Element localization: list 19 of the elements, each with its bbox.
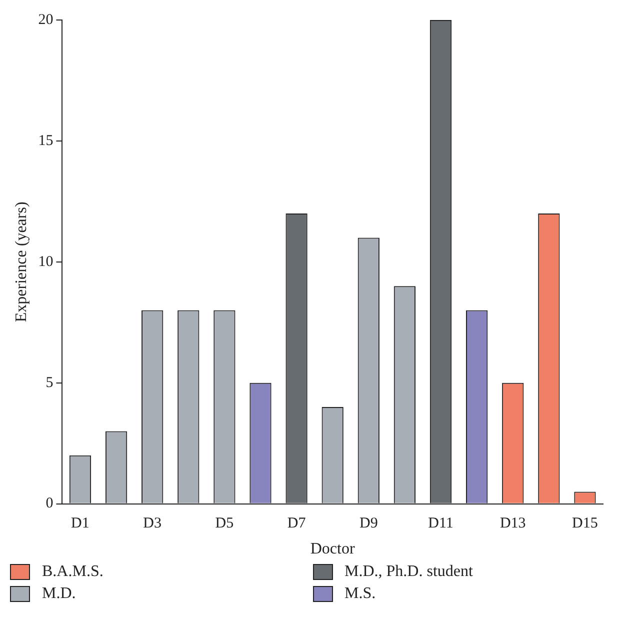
x-tick-label: D1 (71, 516, 90, 532)
x-tick-label: D7 (287, 516, 306, 532)
x-tick-label: D11 (428, 516, 454, 532)
y-tick-label: 20 (38, 12, 54, 28)
x-tick-label: D5 (215, 516, 234, 532)
x-tick-label: D3 (143, 516, 162, 532)
x-axis-title: Doctor (310, 540, 356, 558)
x-tick-label: D15 (572, 516, 598, 532)
legend-label: M.S. (344, 585, 376, 603)
legend-label: M.D., Ph.D. student (344, 563, 473, 581)
x-tick-label: D13 (500, 516, 526, 532)
y-axis-title: Experience (years) (12, 202, 30, 322)
y-tick-label: 15 (38, 132, 54, 149)
y-tick-label: 10 (38, 254, 54, 270)
y-tick-label: 5 (46, 374, 54, 391)
y-tick-label: 0 (46, 496, 54, 512)
legend-label: B.A.M.S. (42, 563, 104, 581)
legend-label: M.D. (42, 585, 76, 603)
x-tick-label: D9 (359, 516, 378, 532)
